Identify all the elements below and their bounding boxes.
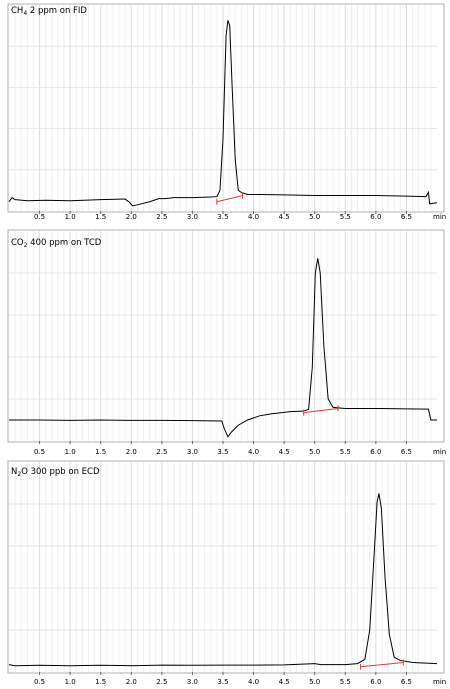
x-tick-label: 1.5 <box>95 678 106 686</box>
x-tick-label: 2.0 <box>126 213 137 221</box>
x-tick-label: 2.0 <box>126 678 137 686</box>
x-tick-label: 5.5 <box>340 213 351 221</box>
x-tick-label: 1.5 <box>95 448 106 456</box>
x-tick-label: 4.0 <box>248 678 259 686</box>
x-tick-label: 2.5 <box>156 678 167 686</box>
x-tick-label: 2.5 <box>156 448 167 456</box>
x-axis-ticks: 0.5 1.0 1.5 2.0 2.5 3.0 3.5 4.0 4.5 5.0 5.5 6.0 6.5 <box>34 672 412 686</box>
plot-frame <box>7 3 445 213</box>
x-tick-label: 6.0 <box>370 213 381 221</box>
x-tick-label: 3.5 <box>217 448 228 456</box>
x-tick-label: 4.5 <box>279 678 290 686</box>
grid-lines <box>9 5 437 211</box>
x-tick-label: 5.5 <box>340 448 351 456</box>
x-unit-label: min <box>433 213 446 221</box>
grid-lines <box>9 462 437 672</box>
x-tick-label: 0.5 <box>34 678 45 686</box>
integration-baseline <box>303 407 339 414</box>
x-tick-label: 4.5 <box>279 213 290 221</box>
x-tick-label: 6.0 <box>370 678 381 686</box>
signal-trace <box>8 20 438 207</box>
x-unit-label: min <box>433 448 446 456</box>
chromatogram-panel-ch4: 0.5 1.0 1.5 2.0 2.5 3.0 3.5 4.0 4.5 5.0 5.5 6.0 6.5 … <box>7 3 446 221</box>
panel-title: CO2 400 ppm on TCD <box>11 238 102 249</box>
plot-frame <box>7 460 445 674</box>
x-tick-label: 4.0 <box>248 213 259 221</box>
x-tick-label: 4.5 <box>279 448 290 456</box>
integration-baseline <box>216 195 243 203</box>
x-tick-label: 2.0 <box>126 448 137 456</box>
chromatogram-panel-co2: 0.5 1.0 1.5 2.0 2.5 3.0 3.5 4.0 4.5 5.0 5.5 6.0 6.5 … <box>7 229 446 456</box>
x-tick-label: 2.5 <box>156 213 167 221</box>
integration-baseline <box>360 662 404 668</box>
x-tick-label: 5.0 <box>309 678 320 686</box>
signal-trace <box>8 493 438 667</box>
x-tick-label: 6.5 <box>401 213 412 221</box>
x-tick-label: 0.5 <box>34 213 45 221</box>
grid-lines <box>9 231 437 441</box>
x-tick-label: 6.0 <box>370 448 381 456</box>
x-tick-label: 3.5 <box>217 678 228 686</box>
x-tick-label: 1.5 <box>95 213 106 221</box>
x-tick-label: 3.0 <box>187 213 198 221</box>
x-tick-label: 6.5 <box>401 448 412 456</box>
x-axis-ticks: 0.5 1.0 1.5 2.0 2.5 3.0 3.5 4.0 4.5 5.0 5.5 6.0 6.5 <box>34 441 412 456</box>
x-tick-label: 3.5 <box>217 213 228 221</box>
x-tick-label: 0.5 <box>34 448 45 456</box>
plot-frame <box>7 229 445 443</box>
x-axis-ticks: 0.5 1.0 1.5 2.0 2.5 3.0 3.5 4.0 4.5 5.0 5.5 6.0 6.5 <box>34 211 412 221</box>
signal-trace <box>9 258 437 438</box>
x-tick-label: 5.0 <box>309 448 320 456</box>
x-tick-label: 1.0 <box>65 448 76 456</box>
panel-title: N2O 300 ppb on ECD <box>11 467 100 478</box>
x-tick-label: 1.0 <box>65 213 76 221</box>
chromatogram-panel-n2o: 0.5 1.0 1.5 2.0 2.5 3.0 3.5 4.0 4.5 5.0 5.5 6.0 6.5 … <box>7 460 446 686</box>
x-tick-label: 4.0 <box>248 448 259 456</box>
x-tick-label: 3.0 <box>187 448 198 456</box>
x-tick-label: 1.0 <box>65 678 76 686</box>
x-tick-label: 3.0 <box>187 678 198 686</box>
x-tick-label: 5.0 <box>309 213 320 221</box>
x-unit-label: min <box>433 678 446 686</box>
panel-title: CH4 2 ppm on FID <box>11 6 87 17</box>
x-tick-label: 6.5 <box>401 678 412 686</box>
x-tick-label: 5.5 <box>340 678 351 686</box>
